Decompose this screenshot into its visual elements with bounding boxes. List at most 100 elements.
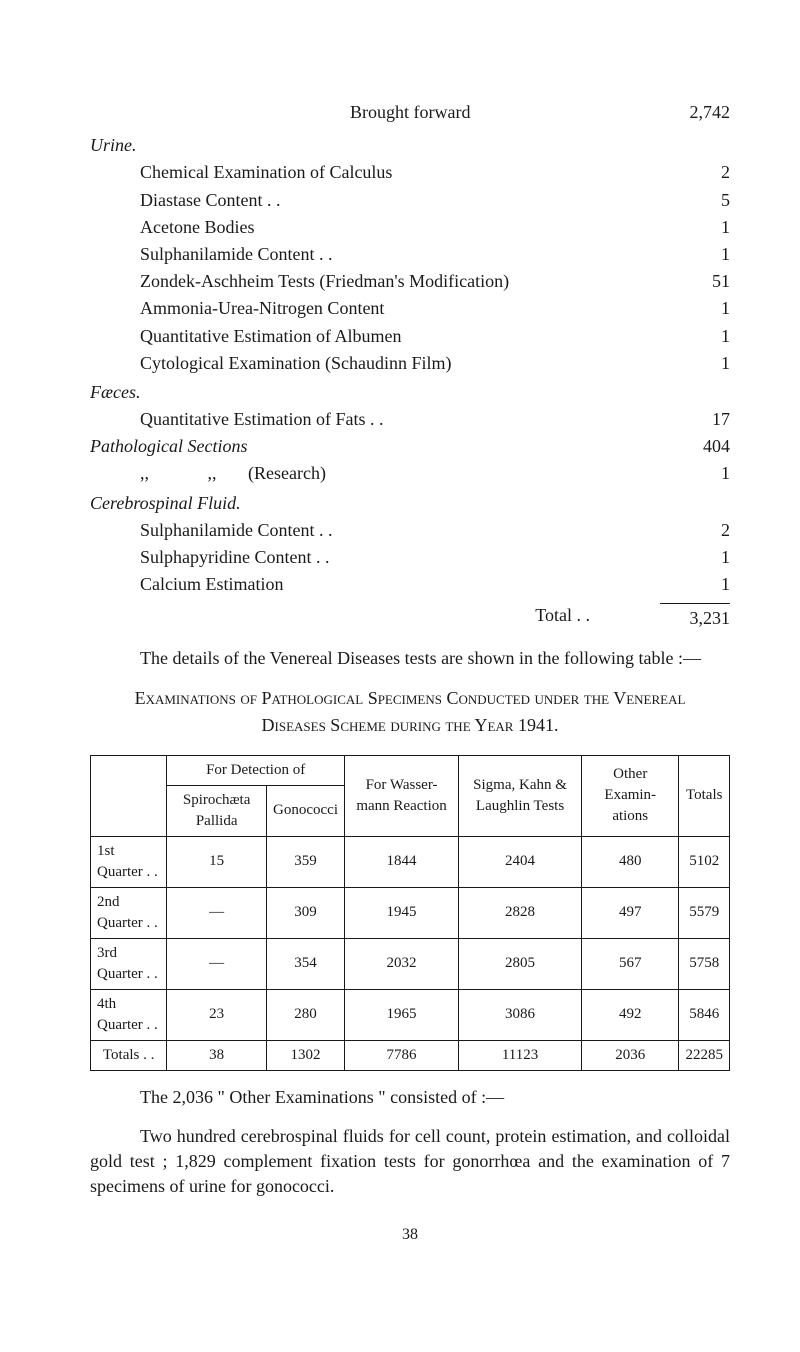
item-label: Ammonia-Urea-Nitrogen Content xyxy=(140,296,660,321)
table-row: 1st Quarter . . 15 359 1844 2404 480 510… xyxy=(91,836,730,887)
th-detection: For Detection of xyxy=(167,755,345,785)
item-label: Sulphanilamide Content . . xyxy=(140,518,660,543)
brought-forward-label: Brought forward xyxy=(350,100,660,125)
examinations-table: For Detection of For Wasser- mann Reacti… xyxy=(90,755,730,1071)
th-sigma: Sigma, Kahn & Laughlin Tests xyxy=(459,755,582,836)
totals-other: 2036 xyxy=(582,1040,679,1070)
cell-spiro: 23 xyxy=(167,989,267,1040)
pathological-row: Pathological Sections 404 xyxy=(90,434,730,459)
total-value: 3,231 xyxy=(660,603,730,631)
cell-total: 5579 xyxy=(679,887,730,938)
urine-item: Diastase Content . .5 xyxy=(140,188,730,213)
totals-row-label: Totals . . xyxy=(91,1040,167,1070)
cell-spiro: 15 xyxy=(167,836,267,887)
pathological-label: Pathological Sections xyxy=(90,434,660,459)
item-value: 1 xyxy=(660,296,730,321)
brought-forward-row: Brought forward 2,742 xyxy=(90,100,730,125)
cell-total: 5758 xyxy=(679,938,730,989)
cell-other: 567 xyxy=(582,938,679,989)
row-label: 3rd Quarter . . xyxy=(91,938,167,989)
other-examinations-paragraph: The 2,036 " Other Examinations " consist… xyxy=(90,1085,730,1110)
cell-sigma: 2404 xyxy=(459,836,582,887)
cell-wasser: 1844 xyxy=(345,836,459,887)
item-value: 1 xyxy=(660,215,730,240)
item-value: 1 xyxy=(660,572,730,597)
pathological-research-row: ,, ,, (Research) 1 xyxy=(140,461,730,486)
th-totals: Totals xyxy=(679,755,730,836)
total-label: Total . . xyxy=(535,603,590,631)
table-row: 3rd Quarter . . — 354 2032 2805 567 5758 xyxy=(91,938,730,989)
item-label: Sulphanilamide Content . . xyxy=(140,242,660,267)
cell-other: 480 xyxy=(582,836,679,887)
item-label: Chemical Examination of Calculus xyxy=(140,160,660,185)
cerebrospinal-details-paragraph: Two hundred cerebrospinal fluids for cel… xyxy=(90,1124,730,1200)
totals-sigma: 11123 xyxy=(459,1040,582,1070)
cell-sigma: 3086 xyxy=(459,989,582,1040)
totals-wasser: 7786 xyxy=(345,1040,459,1070)
cell-sigma: 2828 xyxy=(459,887,582,938)
item-value: 5 xyxy=(660,188,730,213)
item-label: Acetone Bodies xyxy=(140,215,660,240)
faeces-header: Fæces. xyxy=(90,380,730,405)
urine-item: Acetone Bodies1 xyxy=(140,215,730,240)
item-value: 51 xyxy=(660,269,730,294)
table-header-row-1: For Detection of For Wasser- mann Reacti… xyxy=(91,755,730,785)
cell-spiro: — xyxy=(167,887,267,938)
urine-item: Cytological Examination (Schaudinn Film)… xyxy=(140,351,730,376)
total-row: Total . . 3,231 xyxy=(90,603,730,631)
item-value: 1 xyxy=(660,324,730,349)
th-wasser: For Wasser- mann Reaction xyxy=(345,755,459,836)
faeces-item: Quantitative Estimation of Fats . .17 xyxy=(140,407,730,432)
th-spirochaeta: Spirochæta Pallida xyxy=(167,785,267,836)
cell-other: 492 xyxy=(582,989,679,1040)
urine-item: Quantitative Estimation of Albumen1 xyxy=(140,324,730,349)
cerebrospinal-item: Calcium Estimation1 xyxy=(140,572,730,597)
pathological-research-label: ,, ,, (Research) xyxy=(140,461,660,486)
item-label: Quantitative Estimation of Fats . . xyxy=(140,407,660,432)
urine-item: Zondek-Aschheim Tests (Friedman's Modifi… xyxy=(140,269,730,294)
totals-spiro: 38 xyxy=(167,1040,267,1070)
cerebrospinal-item: Sulphanilamide Content . .2 xyxy=(140,518,730,543)
pathological-research-value: 1 xyxy=(660,461,730,486)
cell-gono: 309 xyxy=(267,887,345,938)
cell-gono: 354 xyxy=(267,938,345,989)
cell-wasser: 1945 xyxy=(345,887,459,938)
row-label: 1st Quarter . . xyxy=(91,836,167,887)
row-label: 4th Quarter . . xyxy=(91,989,167,1040)
urine-header: Urine. xyxy=(90,133,730,158)
urine-item: Sulphanilamide Content . .1 xyxy=(140,242,730,267)
urine-item: Chemical Examination of Calculus2 xyxy=(140,160,730,185)
page-number: 38 xyxy=(90,1224,730,1246)
item-value: 2 xyxy=(660,518,730,543)
item-label: Diastase Content . . xyxy=(140,188,660,213)
cell-other: 497 xyxy=(582,887,679,938)
cell-total: 5102 xyxy=(679,836,730,887)
row-label: 2nd Quarter . . xyxy=(91,887,167,938)
item-label: Calcium Estimation xyxy=(140,572,660,597)
th-other: Other Examin- ations xyxy=(582,755,679,836)
brought-forward-value: 2,742 xyxy=(660,100,730,125)
cerebrospinal-item: Sulphapyridine Content . .1 xyxy=(140,545,730,570)
totals-gono: 1302 xyxy=(267,1040,345,1070)
item-label: Zondek-Aschheim Tests (Friedman's Modifi… xyxy=(140,269,660,294)
item-value: 1 xyxy=(660,242,730,267)
totals-total: 22285 xyxy=(679,1040,730,1070)
item-label: Cytological Examination (Schaudinn Film) xyxy=(140,351,660,376)
cell-wasser: 1965 xyxy=(345,989,459,1040)
urine-item: Ammonia-Urea-Nitrogen Content1 xyxy=(140,296,730,321)
cell-gono: 359 xyxy=(267,836,345,887)
item-value: 2 xyxy=(660,160,730,185)
table-totals-row: Totals . . 38 1302 7786 11123 2036 22285 xyxy=(91,1040,730,1070)
table-row: 2nd Quarter . . — 309 1945 2828 497 5579 xyxy=(91,887,730,938)
item-label: Quantitative Estimation of Albumen xyxy=(140,324,660,349)
item-value: 17 xyxy=(660,407,730,432)
cell-spiro: — xyxy=(167,938,267,989)
th-blank xyxy=(91,755,167,836)
cell-gono: 280 xyxy=(267,989,345,1040)
cell-wasser: 2032 xyxy=(345,938,459,989)
pathological-value: 404 xyxy=(660,434,730,459)
cell-sigma: 2805 xyxy=(459,938,582,989)
examinations-heading: Examinations of Pathological Specimens C… xyxy=(130,685,690,739)
venereal-intro-paragraph: The details of the Venereal Diseases tes… xyxy=(90,646,730,671)
table-row: 4th Quarter . . 23 280 1965 3086 492 584… xyxy=(91,989,730,1040)
